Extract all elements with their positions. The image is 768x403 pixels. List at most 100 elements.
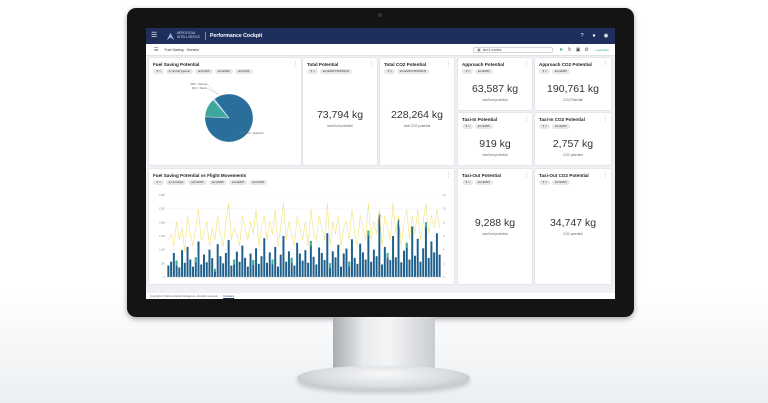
bar [181,250,184,277]
more-icon[interactable]: ⋮ [603,61,608,67]
bar-line-chart: 0 500 1,000 1,500 2,000 2,500 3,000 0 2 4 6 8 10 12 [159,194,446,279]
account-icon[interactable]: ◉ [603,33,609,39]
bar [244,257,247,277]
bar-accent [213,268,216,272]
filter-chip[interactable]: ▼ 1 [462,180,473,185]
card-title: Total CO2 Potential [384,62,427,67]
bar [257,263,260,277]
filter-chips: ▼ 1 aircraft/RK [462,124,493,129]
bar [435,233,438,277]
y-tick-label: 3,000 [159,194,166,197]
add-item-button[interactable]: + add item [594,47,609,52]
bar-accent [405,242,408,248]
filter-chip[interactable]: aircraft/RK [188,180,207,185]
filter-chip[interactable]: ▼ 1 [307,69,318,74]
filter-chip[interactable]: by aircraft type/var [165,69,194,74]
card-total-co2-potential: Total CO2 Potential ⋮ ▼ 1 aircraft/RKTRK… [380,58,454,165]
bar [178,267,181,277]
logo-icon [166,32,175,41]
more-icon[interactable]: ⋮ [369,61,374,67]
filter-chip[interactable]: aircraft/RK [249,180,268,185]
more-icon[interactable]: ⋮ [293,61,298,67]
help-icon[interactable]: ? [580,33,584,39]
bar [304,250,307,277]
kpi-caption: total CO2 potential [403,124,431,128]
bar [381,264,384,277]
filter-chip[interactable]: aircraft/RK [474,124,493,129]
bar [334,257,337,277]
settings-icon[interactable]: ⚙ [584,46,589,53]
pie-leader-line [206,83,220,96]
filter-chip[interactable]: aircraft/RK [551,180,570,185]
filter-chips: ▼ 1 aircraft/RK [539,180,570,185]
bell-icon[interactable]: ● [592,33,596,39]
filter-chip[interactable]: ▼ 1 [462,124,473,129]
filter-chip[interactable]: ▼ 1 [539,124,550,129]
pie-leader-line [238,131,246,134]
bar [318,247,321,277]
bar [219,256,222,277]
bar [268,252,271,277]
more-icon[interactable]: ⋮ [524,61,529,67]
filter-chip[interactable]: aircraft/RK [474,69,493,74]
y2-tick-label: 4 [443,249,445,252]
bar [224,252,227,277]
bar [394,257,397,277]
bar [370,261,373,277]
filter-chip[interactable]: by time/days [165,180,187,185]
filter-chip[interactable]: aircraft/RK [474,180,493,185]
bar [203,254,205,277]
more-icon[interactable]: ⋮ [603,172,608,178]
bar [227,240,230,277]
bar-accent [252,260,255,266]
filter-chip[interactable]: aircraft/RKTRKDRKLR [396,69,429,74]
filter-chip[interactable]: airport/RK [195,69,213,74]
filter-chip[interactable]: ▼ 1 [384,69,395,74]
filter-chip[interactable]: ▼ 1 [153,180,164,185]
filter-chips: ▼ 1 aircraft/RK [462,69,493,74]
filter-chips: ▼ 1 aircraft/RKTRKDRKLR [307,69,352,74]
card-title: Fuel Saving Potential vs Flight Movement… [153,173,247,178]
bar [271,259,274,277]
filter-chip[interactable]: aircraft/RKTRKDRKLR [319,69,352,74]
filter-chips: ▼ 1 aircraft/RK [539,69,570,74]
more-icon[interactable]: ⋮ [446,172,451,178]
bar [235,251,238,277]
filter-chip[interactable]: ▼ 1 [153,69,164,74]
filter-chip[interactable]: aircraft/RK [551,124,570,129]
bar [329,263,332,277]
bar [186,246,189,277]
date-range-picker[interactable]: ▦ last 6 months [473,46,554,53]
filter-chip[interactable]: aircraft/RK [214,69,234,74]
bar [361,252,364,277]
monitor-bezel: ☰ AEROFICIAL INTELLIGENCE Performance Co… [127,8,634,317]
save-icon[interactable]: ▣ [575,46,581,53]
more-icon[interactable]: ⋮ [603,116,608,122]
more-icon[interactable]: ⋮ [524,172,529,178]
bar [296,242,299,277]
more-icon[interactable]: ⋮ [446,61,451,67]
filter-chip[interactable]: aircraft/RK [551,69,570,74]
bar [279,254,282,277]
filter-chip[interactable]: aircraft/RK [208,180,227,185]
more-icon[interactable]: ⋮ [524,116,529,122]
filter-chip[interactable]: ▼ 1 [462,69,473,74]
bar-accent [309,240,312,246]
filter-chip[interactable]: ▼ 1 [539,69,550,74]
filter-chip[interactable]: ▼ 1 [539,180,550,185]
bar [312,256,315,277]
footer-link[interactable]: Company [223,294,235,298]
filter-chip[interactable]: airport/RK [235,69,253,74]
filter-chips: ▼ 1 by time/days aircraft/RK aircraft/RK… [153,180,268,185]
menu-icon[interactable]: ☰ [151,32,158,39]
kpi-caption: total fuel potential [482,232,508,236]
bar [266,262,268,277]
refresh-icon[interactable]: ↻ [567,46,572,53]
dashboards-menu-icon[interactable]: ☰ [154,46,159,53]
kpi-caption: CO2 potential [563,153,583,157]
pie-slice [212,98,230,119]
share-icon[interactable]: ➤ [559,46,564,53]
filter-chip[interactable]: aircraft/RK [228,180,248,185]
y2-tick-label: 8 [443,221,445,224]
